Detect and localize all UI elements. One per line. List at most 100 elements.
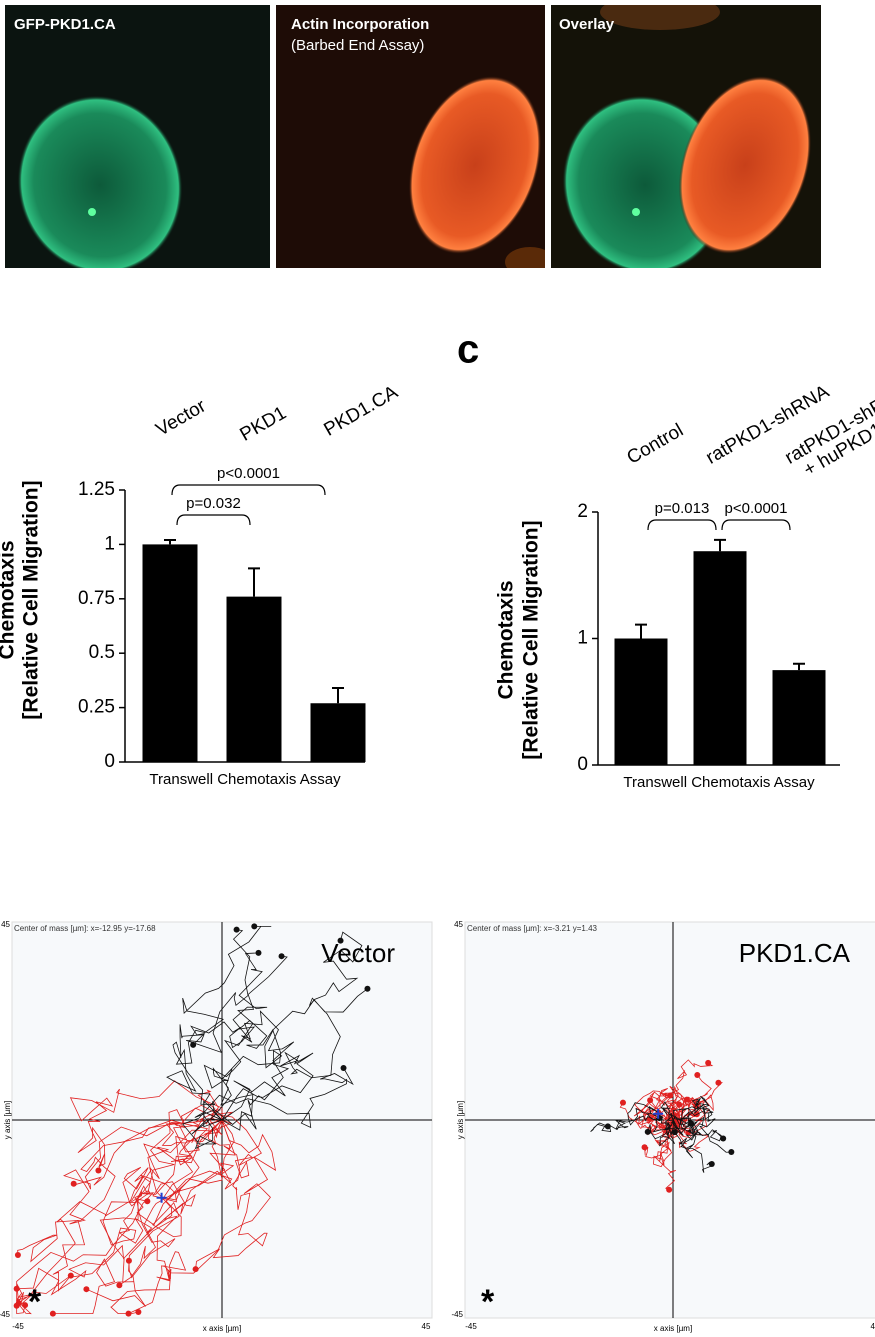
track-end — [619, 1099, 626, 1106]
track — [672, 1097, 732, 1153]
error-bar — [793, 662, 805, 671]
y-axis-label: y axis [µm] — [456, 1101, 465, 1139]
track — [69, 1080, 223, 1171]
error-bar — [332, 687, 344, 704]
track-end — [705, 1059, 712, 1066]
center-of-mass — [156, 1192, 167, 1203]
y-axis-label: y axis [µm] — [3, 1101, 12, 1139]
track — [627, 1102, 674, 1133]
track-end — [708, 1160, 715, 1167]
y-tick-label: 1.25 — [78, 479, 115, 500]
significance-label: p<0.0001 — [217, 465, 280, 482]
track-end — [255, 949, 262, 956]
significance-bracket — [647, 519, 717, 531]
significance-label: p=0.013 — [655, 500, 710, 517]
track — [182, 1067, 354, 1150]
track — [119, 1107, 223, 1286]
track — [16, 1111, 234, 1304]
track-end — [251, 923, 258, 930]
track-end — [337, 937, 344, 944]
track-end — [641, 1144, 648, 1151]
track-end — [116, 1282, 123, 1289]
bar — [772, 670, 826, 765]
track-end — [70, 1180, 77, 1187]
track — [73, 1089, 223, 1186]
x-tick-label: 45 — [871, 1322, 875, 1331]
track-end — [278, 953, 285, 960]
track — [110, 1119, 235, 1314]
error-bar — [248, 567, 260, 597]
track — [52, 1119, 236, 1314]
x-tick-label: -45 — [12, 1322, 24, 1331]
track-end — [125, 1310, 132, 1317]
track — [221, 988, 368, 1121]
track — [635, 1092, 674, 1125]
y-tick-label: 45 — [454, 920, 463, 929]
track — [672, 1110, 713, 1173]
y-tick-label: 1 — [577, 628, 588, 649]
track-end — [604, 1123, 611, 1130]
condition-label: PKD1.CA — [739, 938, 851, 968]
micrograph-green — [5, 5, 270, 268]
micrograph-overlay — [551, 5, 821, 268]
track — [661, 1085, 702, 1130]
micrograph-title: Actin Incorporation — [291, 16, 429, 33]
category-label: Control — [624, 420, 688, 469]
significance-label: p=0.032 — [186, 495, 241, 512]
track — [660, 1101, 697, 1159]
track-end — [125, 1257, 132, 1264]
y-tick-label: 0.25 — [78, 697, 115, 718]
track — [128, 1119, 277, 1314]
y-tick-label: 0.75 — [78, 588, 115, 609]
x-axis-label: x axis [µm] — [654, 1324, 692, 1333]
plot-header: Center of mass [µm]: x=-12.95 y=-17.68 — [14, 924, 156, 933]
significance-label: p<0.0001 — [725, 500, 788, 517]
track-end — [83, 1286, 90, 1293]
micrograph-red — [276, 5, 545, 268]
track-end — [22, 1302, 29, 1309]
track-end — [49, 1310, 56, 1317]
track-end — [646, 1116, 653, 1123]
track-end — [135, 1309, 142, 1316]
micrograph-title: GFP-PKD1.CA — [14, 16, 116, 33]
track — [172, 929, 251, 1121]
significance-bracket — [176, 514, 251, 526]
significance-star: * — [481, 1283, 495, 1321]
track — [670, 1095, 713, 1124]
error-bar — [164, 539, 176, 545]
track — [195, 1114, 268, 1270]
track — [221, 931, 363, 1121]
center-of-mass — [653, 1108, 664, 1119]
y-tick-label: 1 — [104, 533, 115, 554]
track — [672, 1099, 710, 1152]
track — [118, 1119, 223, 1279]
x-axis-label: x axis [µm] — [203, 1324, 241, 1333]
bar — [614, 638, 668, 765]
category-label: PKD1 — [237, 403, 290, 446]
x-axis-label: Transwell Chemotaxis Assay — [623, 774, 815, 791]
x-tick-label: -45 — [465, 1322, 477, 1331]
track-end — [694, 1072, 701, 1079]
micrograph-title: Overlay — [559, 16, 615, 33]
track — [166, 926, 272, 1128]
track — [52, 1119, 223, 1292]
y-tick-label: -45 — [451, 1310, 463, 1319]
error-bar — [714, 538, 726, 552]
track-end — [676, 1101, 683, 1108]
track-end — [647, 1097, 654, 1104]
y-tick-label: 45 — [1, 920, 10, 929]
track — [672, 1115, 724, 1142]
track-end — [340, 1064, 347, 1071]
track — [590, 1115, 674, 1133]
x-axis-label: Transwell Chemotaxis Assay — [149, 771, 341, 788]
bar — [693, 551, 747, 765]
bar — [226, 596, 282, 762]
y-tick-label: 0 — [577, 754, 588, 775]
category-label: Vector — [153, 395, 211, 440]
significance-star: * — [28, 1283, 42, 1321]
y-axis-label: [Relative Cell Migration] — [20, 480, 43, 719]
significance-bracket — [171, 484, 326, 496]
cell-tracks — [13, 923, 371, 1317]
